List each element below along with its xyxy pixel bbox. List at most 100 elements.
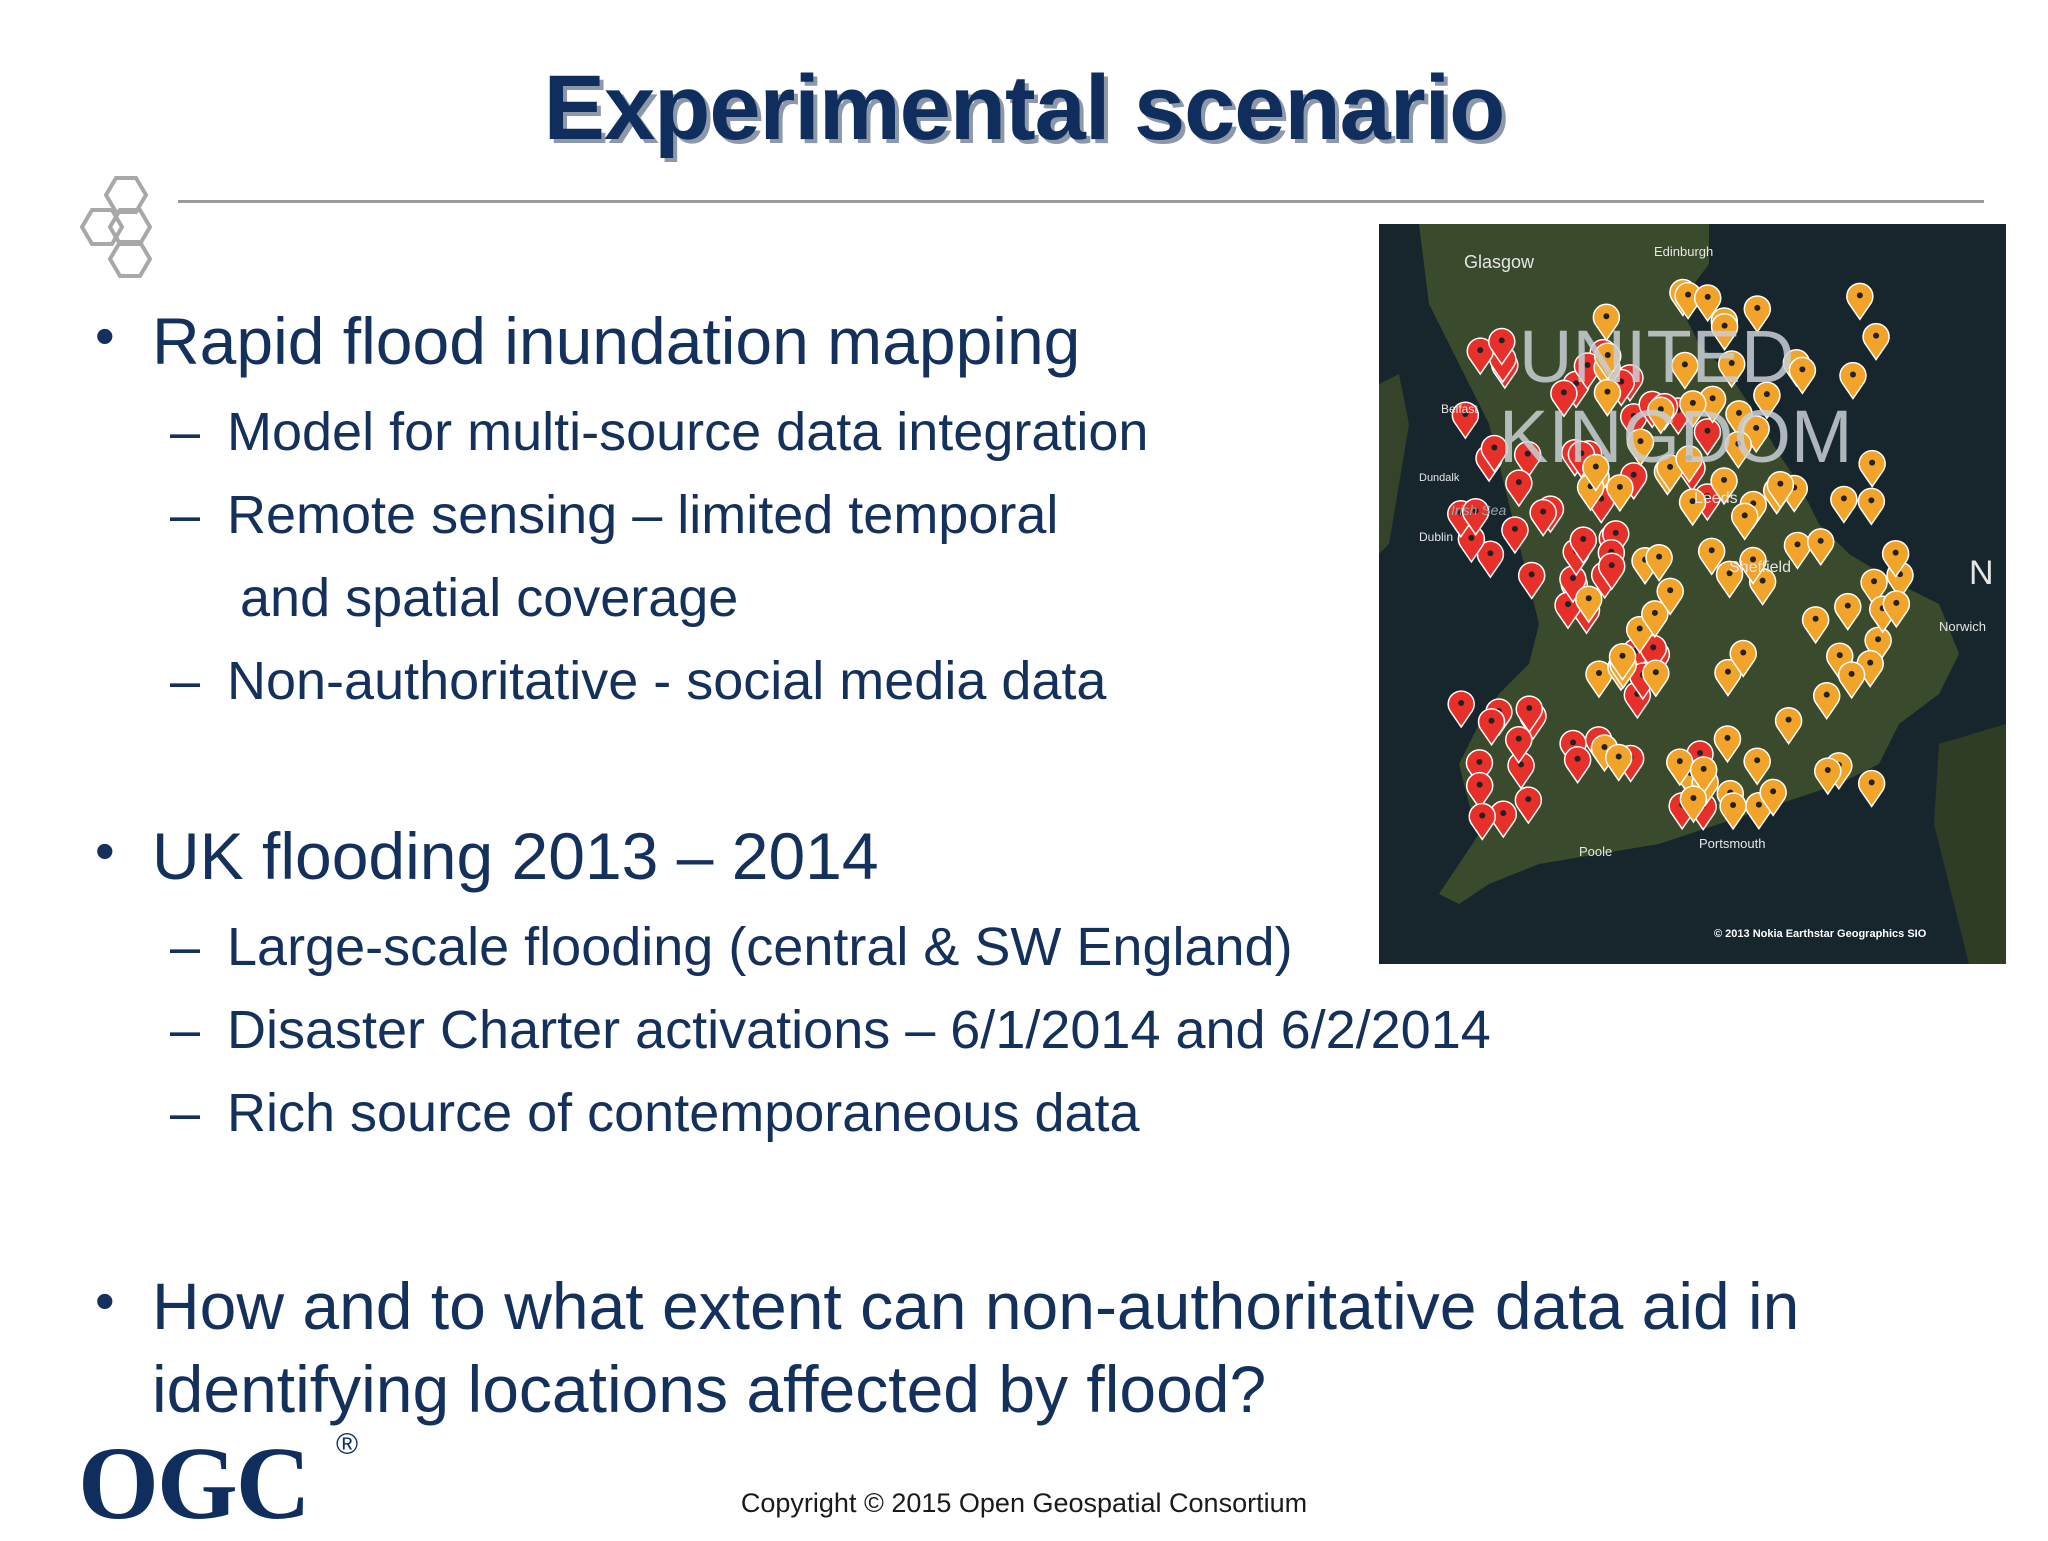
flood-alert-marker-dot <box>1875 636 1882 643</box>
flood-alert-marker-icon <box>1882 590 1911 629</box>
flood-alert-marker-dot <box>1785 716 1792 723</box>
flood-alert-marker-dot <box>1595 670 1602 677</box>
flood-alert-marker-icon <box>1724 431 1753 470</box>
flood-alert-marker-icon <box>1575 585 1603 624</box>
flood-alert-marker-icon <box>1698 537 1726 576</box>
flood-alert-marker-dot <box>1799 366 1806 373</box>
flood-alert-marker-dot <box>1477 347 1484 354</box>
map-place: Poole <box>1579 844 1613 859</box>
flood-alert-marker-dot <box>1491 444 1498 451</box>
flood-alert-marker-icon <box>1766 471 1795 509</box>
flood-alert-marker-icon <box>1753 381 1781 420</box>
flood-alert-marker-dot <box>1637 438 1644 445</box>
map-place: Norwich <box>1939 619 1986 634</box>
flood-alert-marker-icon <box>1743 747 1771 786</box>
flood-alert-marker-icon <box>1731 502 1759 541</box>
flood-alert-marker-icon <box>1742 415 1770 454</box>
flood-alert-marker-icon <box>1466 772 1494 810</box>
flood-alert-marker-dot <box>1462 411 1469 418</box>
flood-alert-marker-dot <box>1524 450 1531 457</box>
copyright-text: Copyright © 2015 Open Geospatial Consort… <box>740 1488 1308 1518</box>
uk-flood-map: N UNITED KINGDOM Glasgow Edinburgh Belfa… <box>1379 224 2006 964</box>
flood-alert-marker-dot <box>1856 292 1863 299</box>
flood-alert-marker-dot <box>1892 549 1899 556</box>
map-place: Portsmouth <box>1699 836 1766 851</box>
flood-alert-marker-icon <box>1592 303 1621 342</box>
flood-alert-marker-dot <box>1667 587 1674 594</box>
flood-alert-marker-dot <box>1525 796 1532 803</box>
flood-alert-marker-dot <box>1652 669 1659 676</box>
flood-alert-marker-dot <box>1873 332 1880 339</box>
flood-alert-marker-dot <box>1735 440 1742 447</box>
flood-alert-marker-icon <box>1710 313 1739 352</box>
flood-alert-marker-icon <box>1826 642 1854 681</box>
flood-alert-marker-icon <box>1679 785 1708 824</box>
bullet-2-text: UK flooding 2013 – 2014 <box>152 819 879 893</box>
flood-alert-marker-icon <box>1518 561 1546 600</box>
flood-alert-marker-dot <box>1580 536 1587 543</box>
flood-alert-marker-icon <box>1678 488 1707 527</box>
flood-alert-marker-dot <box>1836 652 1843 659</box>
flood-alert-marker-icon <box>1788 356 1817 395</box>
flood-alert-marker-dot <box>1755 801 1762 808</box>
flood-alert-marker-dot <box>1754 757 1761 764</box>
flood-alert-marker-icon <box>1451 401 1480 440</box>
flood-alert-marker-icon <box>1858 449 1886 488</box>
flood-alert-marker-dot <box>1777 480 1784 487</box>
flood-alert-marker-dot <box>1689 399 1696 406</box>
title-divider <box>178 200 1984 203</box>
flood-alert-marker-icon <box>1515 695 1543 734</box>
flood-alert-marker-dot <box>1868 779 1875 786</box>
flood-alert-marker-dot <box>1696 749 1703 756</box>
map-country-label-1: UNITED <box>1519 315 1795 398</box>
flood-alert-marker-icon <box>1550 379 1578 418</box>
flood-alert-marker-dot <box>1676 758 1683 765</box>
flood-alert-marker-dot <box>1848 670 1855 677</box>
flood-alert-marker-dot <box>1721 322 1728 329</box>
flood-alert-marker-icon <box>1598 552 1626 591</box>
flood-alert-marker-icon <box>1837 661 1866 700</box>
map-place: Dublin <box>1419 530 1454 544</box>
flood-alert-marker-dot <box>1612 529 1619 536</box>
flood-alert-marker-icon <box>1468 802 1496 841</box>
flood-alert-marker-icon <box>1605 743 1633 782</box>
flood-alert-marker-dot <box>1686 454 1693 461</box>
flood-alert-marker-dot <box>1867 659 1874 666</box>
flood-alert-marker-icon <box>1569 526 1597 565</box>
flood-alert-marker-dot <box>1565 601 1572 608</box>
flood-alert-marker-icon <box>1476 540 1505 579</box>
flood-alert-marker-dot <box>1812 615 1819 622</box>
flood-alert-marker-icon <box>1679 390 1707 429</box>
flood-alert-marker-icon <box>1713 725 1742 764</box>
flood-alert-marker-icon <box>1693 418 1722 457</box>
flood-alert-marker-dot <box>1574 755 1581 762</box>
flood-alert-marker-icon <box>1846 282 1874 321</box>
flood-alert-marker-dot <box>1721 476 1728 483</box>
flood-alert-marker-dot <box>1518 761 1525 768</box>
flood-alert-marker-dot <box>1472 507 1479 514</box>
flood-alert-marker-icon <box>1505 726 1533 764</box>
flood-alert-marker-dot <box>1844 602 1851 609</box>
flood-alert-marker-icon <box>1645 544 1673 582</box>
flood-alert-marker-icon <box>1857 769 1886 808</box>
flood-alert-marker-icon <box>1807 528 1835 567</box>
flood-alert-marker-dot <box>1560 389 1567 396</box>
flood-alert-marker-dot <box>1604 388 1611 395</box>
flood-alert-marker-dot <box>1468 534 1475 541</box>
bullet-glyph: • <box>95 1269 115 1332</box>
bullet-1-text: Rapid flood inundation mapping <box>152 304 1081 378</box>
sub-bullet-continuation: and spatial coverage <box>240 568 739 628</box>
flood-alert-marker-dot <box>1487 550 1494 557</box>
flood-alert-marker-dot <box>1735 409 1742 416</box>
flood-alert-marker-icon <box>1641 600 1669 639</box>
flood-alert-marker-icon <box>1647 396 1675 435</box>
map-place: Edinburgh <box>1654 244 1714 259</box>
flood-alert-marker-icon <box>1774 707 1803 745</box>
flood-alert-marker-icon <box>1626 428 1655 467</box>
flood-alert-marker-icon <box>1710 467 1738 506</box>
flood-alert-marker-dot <box>1569 574 1576 581</box>
flood-alert-marker-icon <box>1582 453 1610 492</box>
flood-alert-marker-dot <box>1704 492 1711 499</box>
flood-alert-marker-dot <box>1498 337 1505 344</box>
flood-alert-marker-dot <box>1824 767 1831 774</box>
